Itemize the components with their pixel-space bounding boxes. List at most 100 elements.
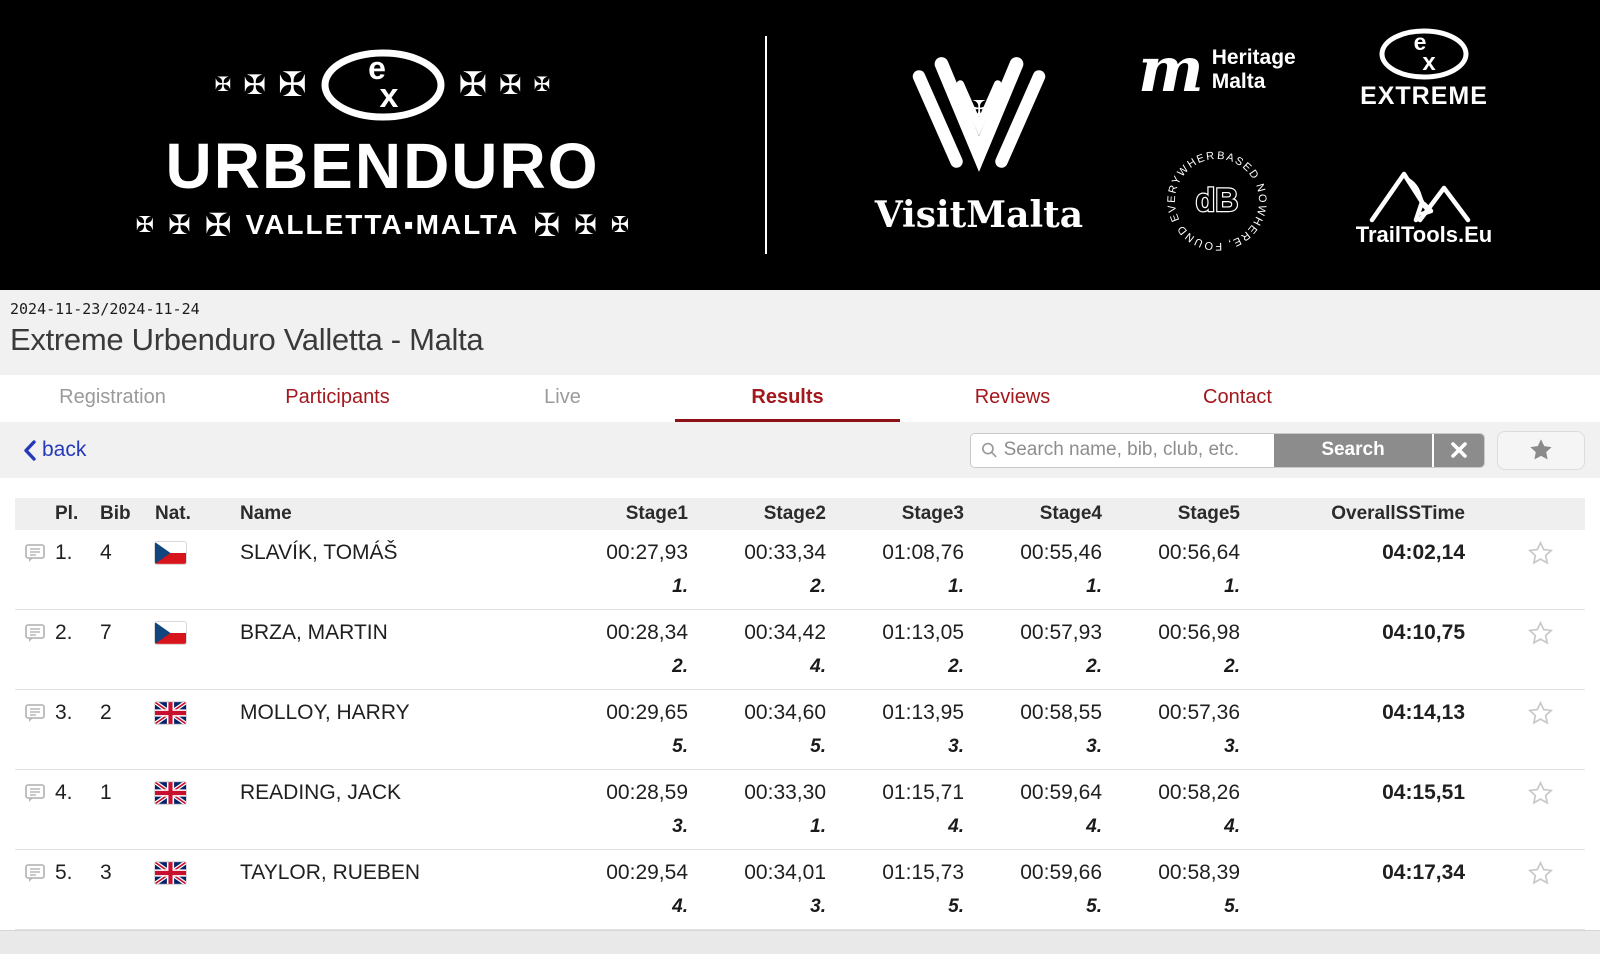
maltese-cross-icon: ✠ bbox=[168, 209, 191, 240]
stage-time: 00:58,55 bbox=[1020, 701, 1102, 724]
search-icon bbox=[982, 442, 997, 458]
stage-rank: 4. bbox=[810, 656, 826, 677]
favorite-star-icon[interactable] bbox=[1527, 700, 1554, 727]
overall-time: 04:15,51 bbox=[1382, 781, 1465, 804]
urbenduro-logo: ✠ ✠ ✠ e x ✠ ✠ ✠ URBENDURO ✠ ✠ ✠ VALLETTA… bbox=[0, 49, 765, 241]
stage-time: 00:57,36 bbox=[1158, 701, 1240, 724]
clear-search-button[interactable] bbox=[1432, 433, 1484, 467]
comment-icon[interactable] bbox=[23, 701, 47, 725]
col-bib: Bib bbox=[100, 503, 131, 524]
maltese-cross-icon: ✠ bbox=[574, 209, 597, 240]
stage-rank: 2. bbox=[672, 656, 688, 677]
flag-united-kingdom-icon bbox=[155, 770, 240, 816]
results-toolbar: back Search bbox=[0, 422, 1600, 478]
event-dates: 2024-11-23/2024-11-24 bbox=[10, 300, 200, 318]
star-icon bbox=[1530, 439, 1552, 460]
stage-time: 01:15,71 bbox=[882, 781, 964, 804]
urbenduro-wordmark: URBENDURO bbox=[165, 130, 600, 202]
stage-rank: 1. bbox=[1086, 576, 1102, 597]
stage-time: 00:29,54 bbox=[606, 861, 688, 884]
trailtools-wordmark: TrailTools.Eu bbox=[1355, 221, 1493, 247]
stage-time: 00:33,30 bbox=[744, 781, 826, 804]
svg-text:x: x bbox=[379, 77, 398, 115]
favorite-star-icon[interactable] bbox=[1527, 620, 1554, 647]
maltese-cross-icon: ✠ bbox=[278, 66, 307, 104]
stage-time: 00:59,66 bbox=[1020, 861, 1102, 884]
bib-cell: 2 bbox=[100, 701, 112, 724]
rider-name: BRZA, MARTIN bbox=[240, 621, 388, 644]
comment-icon[interactable] bbox=[23, 781, 47, 805]
stage-time: 00:58,39 bbox=[1158, 861, 1240, 884]
back-button[interactable]: back bbox=[23, 438, 86, 462]
table-row[interactable]: 1. 4 SLAVÍK, TOMÁŠ 00:27,93 1. 00:33,34 2.… bbox=[15, 530, 1585, 610]
back-label: back bbox=[42, 438, 87, 461]
heritage-m-glyph-icon: m bbox=[1138, 32, 1204, 106]
stage-rank: 5. bbox=[810, 736, 826, 757]
stage-time: 00:57,93 bbox=[1020, 621, 1102, 644]
stage-time: 01:08,76 bbox=[882, 541, 964, 564]
favorite-star-icon[interactable] bbox=[1527, 540, 1554, 567]
col-overall: OverallSSTime bbox=[1331, 503, 1465, 524]
rider-name: TAYLOR, RUEBEN bbox=[240, 861, 421, 884]
tab-bar: Registration Participants Live Results R… bbox=[0, 375, 1350, 422]
table-row[interactable]: 4. 1 READING, JACK 00:28,59 3. 00:33,30 1.… bbox=[15, 770, 1585, 850]
heritage-line2: Malta bbox=[1211, 69, 1266, 93]
search-input[interactable] bbox=[1003, 439, 1264, 461]
tab-contact[interactable]: Contact bbox=[1203, 385, 1272, 408]
col-stage5: Stage5 bbox=[1177, 503, 1240, 524]
stage-rank: 5. bbox=[672, 736, 688, 757]
place-cell: 5. bbox=[55, 861, 73, 884]
col-stage3: Stage3 bbox=[901, 503, 964, 524]
cross-ornament-row: ✠ ✠ ✠ e x ✠ ✠ ✠ bbox=[215, 49, 551, 121]
stage-time: 00:55,46 bbox=[1020, 541, 1102, 564]
overall-time: 04:10,75 bbox=[1382, 621, 1465, 644]
search-button[interactable]: Search bbox=[1274, 433, 1432, 467]
stage-time: 01:13,95 bbox=[882, 701, 964, 724]
stage-time: 00:28,34 bbox=[606, 621, 688, 644]
table-row[interactable]: 2. 7 BRZA, MARTIN 00:28,34 2. 00:34,42 4. … bbox=[15, 610, 1585, 690]
stage-time: 00:28,59 bbox=[606, 781, 688, 804]
maltese-cross-icon: ✠ bbox=[533, 207, 561, 243]
maltese-cross-icon: ✠ bbox=[243, 69, 266, 100]
rider-name: SLAVÍK, TOMÁŠ bbox=[240, 541, 398, 564]
tab-results[interactable]: Results bbox=[675, 375, 900, 422]
db-badge-logo: BASED NOWHERE, FOUND EVERYWHERE. dB bbox=[1156, 136, 1273, 262]
bib-cell: 3 bbox=[100, 861, 112, 884]
maltese-cross-icon: ✠ bbox=[533, 74, 551, 96]
page-title: Extreme Urbenduro Valletta - Malta bbox=[10, 322, 484, 357]
comment-icon[interactable] bbox=[23, 861, 47, 885]
ex-emblem-icon: e x bbox=[321, 49, 444, 121]
stage-rank: 2. bbox=[810, 576, 826, 597]
overall-time: 04:17,34 bbox=[1382, 861, 1465, 884]
tab-reviews[interactable]: Reviews bbox=[974, 385, 1051, 408]
comment-icon[interactable] bbox=[23, 621, 47, 645]
col-stage4: Stage4 bbox=[1039, 503, 1102, 524]
flag-czech-republic-icon bbox=[155, 610, 240, 656]
place-cell: 1. bbox=[55, 541, 73, 564]
favorites-button[interactable] bbox=[1497, 430, 1585, 470]
stage-rank: 3. bbox=[810, 896, 826, 917]
tab-live[interactable]: Live bbox=[544, 385, 581, 408]
favorite-star-icon[interactable] bbox=[1527, 780, 1554, 807]
mountains-icon bbox=[1369, 171, 1471, 222]
table-row[interactable]: 3. 2 MOLLOY, HARRY 00:29,65 5. 00:34,60 5.… bbox=[15, 690, 1585, 770]
tab-participants[interactable]: Participants bbox=[285, 385, 390, 408]
maltese-cross-icon: ✠ bbox=[204, 207, 232, 243]
stage-rank: 4. bbox=[1224, 816, 1240, 837]
heritage-line1: Heritage bbox=[1211, 46, 1296, 70]
page-bottom-strip bbox=[0, 930, 1600, 954]
favorite-star-icon[interactable] bbox=[1527, 860, 1554, 887]
maltese-cross-icon: ✠ bbox=[499, 69, 522, 100]
table-row[interactable]: 5. 3 TAYLOR, RUEBEN 00:29,54 4. 00:34,01 3… bbox=[15, 850, 1585, 930]
stage-rank: 3. bbox=[1224, 736, 1240, 757]
visitmalta-emblem-icon: ✠ bbox=[912, 57, 1046, 172]
comment-icon[interactable] bbox=[23, 541, 47, 565]
col-place: Pl. bbox=[55, 503, 79, 524]
extreme-logo: e x EXTREME bbox=[1360, 28, 1488, 111]
stage-time: 00:27,93 bbox=[606, 541, 688, 564]
chevron-left-icon bbox=[24, 439, 36, 461]
banner-divider bbox=[765, 36, 767, 254]
stage-rank: 4. bbox=[672, 896, 688, 917]
visitmalta-wordmark: VisitMalta bbox=[874, 194, 1084, 236]
tab-registration[interactable]: Registration bbox=[59, 385, 166, 408]
